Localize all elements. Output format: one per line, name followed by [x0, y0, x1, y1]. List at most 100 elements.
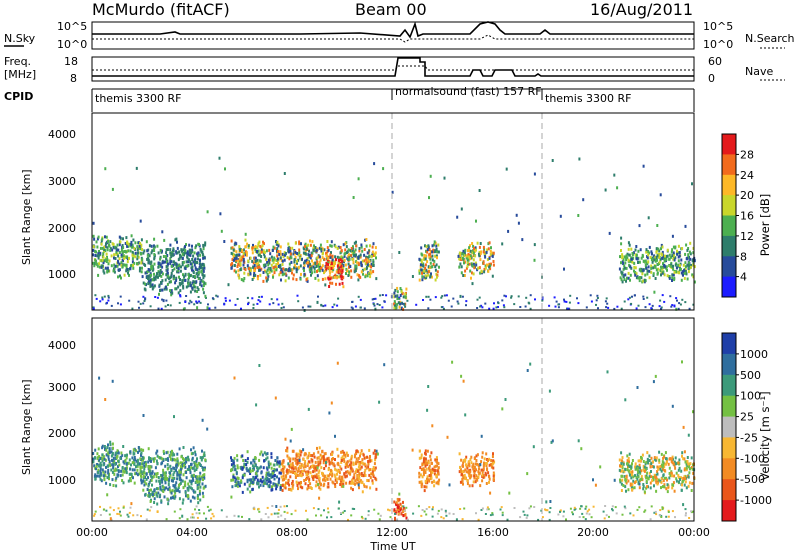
- echo-cell: [240, 255, 243, 259]
- echo-cell: [684, 460, 687, 464]
- echo-cell: [153, 245, 156, 249]
- echo-cell: [182, 248, 185, 252]
- echo-cell: [111, 470, 114, 474]
- scattered-echo-cell: [471, 282, 474, 286]
- echo-cell: [137, 450, 139, 454]
- echo-cell: [144, 288, 147, 292]
- echo-cell: [194, 490, 197, 494]
- echo-cell: [119, 240, 122, 244]
- scattered-echo-cell: [411, 448, 414, 452]
- nave-line: [92, 65, 694, 71]
- echo-cell: [230, 266, 233, 270]
- echo-cell: [121, 265, 124, 269]
- echo-cell: [473, 469, 476, 473]
- echo-cell: [633, 261, 636, 265]
- ground-scatter-cell: [563, 300, 566, 303]
- echo-cell: [662, 479, 665, 483]
- noise-search-line: [92, 34, 694, 43]
- echo-cell: [678, 251, 681, 254]
- echo-cell: [100, 479, 103, 483]
- echo-cell: [648, 459, 651, 462]
- echo-cell: [675, 471, 678, 475]
- echo-cell: [466, 261, 469, 265]
- echo-cell: [177, 267, 180, 271]
- echo-cell: [265, 474, 268, 477]
- echo-cell: [150, 278, 152, 282]
- echo-cell: [148, 268, 151, 272]
- echo-cell: [339, 261, 342, 265]
- colorbar-frame: [721, 332, 737, 522]
- echo-cell: [183, 251, 186, 255]
- echo-cell: [671, 457, 674, 461]
- echo-cell: [171, 458, 174, 462]
- echo-cell: [146, 270, 149, 274]
- echo-cell: [156, 502, 159, 506]
- echo-cell: [92, 460, 95, 464]
- frequency-line: [92, 57, 694, 77]
- ground-scatter-cell: [427, 295, 430, 298]
- echo-cell: [311, 454, 314, 458]
- echo-cell: [143, 480, 146, 484]
- echo-cell: [326, 474, 329, 478]
- echo-cell: [677, 244, 680, 248]
- echo-cell: [682, 273, 684, 277]
- echo-cell: [327, 256, 330, 260]
- echo-cell: [434, 464, 437, 468]
- echo-cell: [202, 280, 205, 284]
- echo-cell: [424, 479, 427, 483]
- echo-cell: [291, 271, 293, 275]
- echo-cell: [369, 455, 371, 458]
- echo-cell: [287, 247, 290, 251]
- echo-cell: [123, 256, 126, 260]
- echo-cell: [143, 262, 146, 266]
- echo-cell: [251, 464, 254, 468]
- echo-cell: [238, 245, 241, 249]
- echo-cell: [333, 464, 336, 468]
- echo-cell: [366, 263, 369, 266]
- echo-cell: [146, 249, 149, 253]
- echo-cell: [650, 475, 653, 479]
- echo-cell: [245, 251, 248, 255]
- echo-cell: [103, 445, 106, 448]
- scattered-echo-cell: [656, 224, 659, 227]
- echo-cell: [371, 468, 374, 472]
- echo-cell: [126, 240, 129, 244]
- echo-cell: [303, 272, 306, 276]
- echo-cell: [145, 477, 148, 481]
- echo-cell: [106, 269, 109, 273]
- echo-cell: [622, 462, 625, 466]
- scattered-echo-cell: [551, 159, 554, 162]
- echo-cell: [462, 464, 465, 468]
- echo-cell: [108, 460, 111, 464]
- echo-cell: [169, 450, 172, 454]
- echo-cell: [308, 451, 311, 455]
- ground-scatter-cell: [224, 299, 227, 302]
- echo-cell: [251, 487, 254, 491]
- echo-cell: [396, 286, 399, 290]
- echo-cell: [668, 264, 671, 267]
- echo-cell: [316, 456, 319, 460]
- ground-scatter-cell: [623, 505, 626, 508]
- echo-cell: [629, 259, 632, 263]
- echo-cell: [161, 249, 163, 253]
- echo-cell: [281, 467, 284, 471]
- echo-cell: [460, 473, 463, 477]
- echo-cell: [370, 265, 373, 269]
- echo-cell: [132, 266, 135, 270]
- scattered-echo-cell: [577, 214, 580, 217]
- echo-cell: [269, 462, 272, 466]
- ground-scatter-cell: [545, 509, 548, 512]
- ground-scatter-cell: [223, 303, 226, 306]
- echo-cell: [396, 294, 399, 298]
- echo-cell: [637, 480, 640, 484]
- echo-cell: [338, 475, 341, 479]
- echo-cell: [156, 472, 159, 475]
- echo-cell: [337, 275, 340, 279]
- echo-cell: [624, 478, 627, 482]
- echo-cell: [479, 252, 482, 255]
- echo-cell: [258, 265, 261, 269]
- echo-cell: [422, 467, 425, 471]
- echo-cell: [345, 267, 348, 271]
- echo-cell: [136, 262, 138, 266]
- echo-cell: [272, 470, 275, 474]
